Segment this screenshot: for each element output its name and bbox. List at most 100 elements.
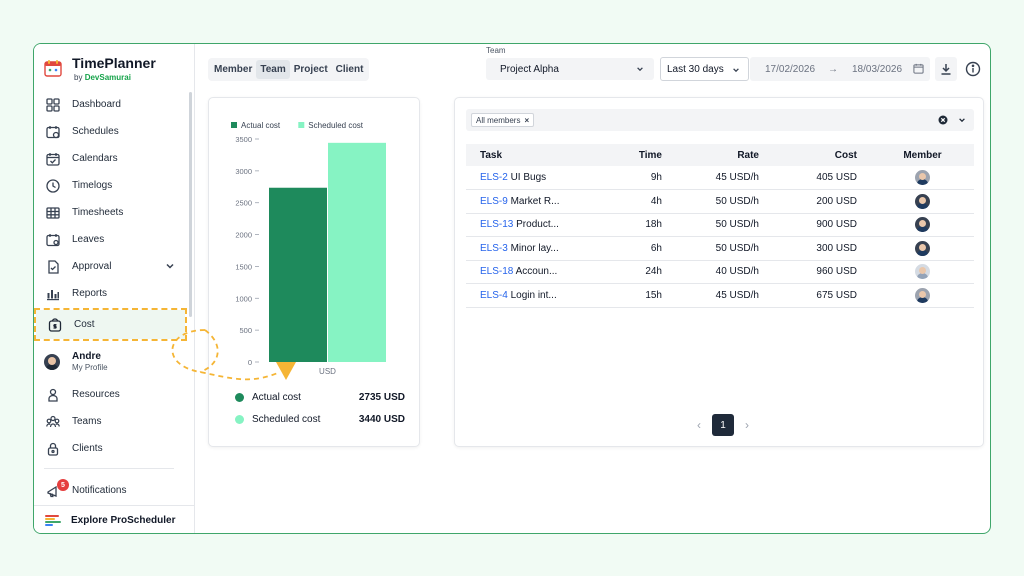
rate-cell: 45 USD/h xyxy=(676,283,773,308)
tab-team[interactable]: Team xyxy=(256,60,290,79)
calendar-icon[interactable] xyxy=(913,63,924,74)
explore-proscheduler-link[interactable]: Explore ProScheduler xyxy=(34,505,194,533)
sidebar-item-calendars[interactable]: Calendars xyxy=(34,145,187,172)
cost-cell: 960 USD xyxy=(773,260,871,284)
notifications-row[interactable]: Notifications xyxy=(34,477,187,504)
sidebar-item-timelogs[interactable]: Timelogs xyxy=(34,172,187,199)
cost-totals: Actual cost 2735 USD Scheduled cost 3440… xyxy=(235,386,405,430)
task-cell[interactable]: ELS-9 Market R... xyxy=(466,189,611,214)
table-row[interactable]: ELS-2 UI Bugs 9h 45 USD/h 405 USD xyxy=(466,166,974,190)
time-cell: 6h xyxy=(611,236,676,261)
member-filter-chip: All members × xyxy=(471,113,535,127)
member-avatar[interactable] xyxy=(915,217,930,233)
sidebar-item-teams[interactable]: Teams xyxy=(34,408,187,435)
tab-project[interactable]: Project xyxy=(293,64,328,75)
sidebar-item-leaves[interactable]: Leaves xyxy=(34,226,187,253)
sidebar-item-cost[interactable]: Cost xyxy=(34,308,187,341)
date-range-picker[interactable]: 17/02/2026 → 18/03/2026 xyxy=(750,57,930,81)
sidebar-item-approval[interactable]: Approval xyxy=(34,253,187,280)
sidebar-item-timesheets[interactable]: Timesheets xyxy=(34,199,187,226)
table-row[interactable]: ELS-3 Minor lay... 6h 50 USD/h 300 USD xyxy=(466,236,974,261)
table-header-row: Task Time Rate Cost Member xyxy=(466,144,974,166)
dashboard-icon xyxy=(46,97,60,112)
task-id-link[interactable]: ELS-2 xyxy=(480,172,508,183)
sidebar-item-label: Approval xyxy=(72,261,112,272)
user-profile[interactable]: Andre My Profile xyxy=(44,351,108,372)
sidebar-item-label: Calendars xyxy=(72,153,118,164)
tab-member[interactable]: Member xyxy=(214,64,253,75)
time-cell: 9h xyxy=(611,166,676,190)
sidebar-item-dashboard[interactable]: Dashboard xyxy=(34,91,187,118)
task-cell[interactable]: ELS-13 Product... xyxy=(466,213,611,237)
prev-page-button[interactable]: ‹ xyxy=(697,418,701,432)
task-id-link[interactable]: ELS-4 xyxy=(480,289,508,301)
task-cell[interactable]: ELS-3 Minor lay... xyxy=(466,236,611,261)
tab-client[interactable]: Client xyxy=(335,64,364,75)
table-row[interactable]: ELS-9 Market R... 4h 50 USD/h 200 USD xyxy=(466,189,974,214)
total-value: 3440 USD xyxy=(358,413,405,425)
member-avatar[interactable] xyxy=(915,287,930,303)
sidebar-item-label: Leaves xyxy=(72,234,105,245)
sidebar-item-label: Cost xyxy=(74,319,95,330)
date-range-value: Last 30 days xyxy=(667,63,724,75)
sidebar-item-schedules[interactable]: Schedules xyxy=(34,118,187,145)
member-avatar[interactable] xyxy=(915,264,930,280)
column-header-member[interactable]: Member xyxy=(903,149,942,161)
total-value: 2735 USD xyxy=(358,391,405,403)
page-number-current[interactable]: 1 xyxy=(712,414,734,436)
sidebar-scrollbar[interactable] xyxy=(189,92,192,317)
total-label: Actual cost xyxy=(252,391,301,403)
grid-icon xyxy=(46,206,60,219)
task-id-link[interactable]: ELS-18 xyxy=(480,266,514,278)
member-filter[interactable]: All members × xyxy=(466,109,974,131)
member-cell xyxy=(871,189,974,214)
column-header-task[interactable]: Task xyxy=(480,149,503,161)
download-button[interactable] xyxy=(935,57,957,81)
date-range-select[interactable]: Last 30 days xyxy=(660,57,749,81)
chevron-down-icon[interactable] xyxy=(958,116,966,124)
next-page-button[interactable]: › xyxy=(745,418,749,432)
resources-icon xyxy=(48,388,58,402)
time-cell: 18h xyxy=(611,213,676,237)
task-cell[interactable]: ELS-4 Login int... xyxy=(466,283,611,308)
task-id-link[interactable]: ELS-13 xyxy=(480,219,514,231)
member-avatar[interactable] xyxy=(915,240,930,256)
y-tick-label-5: 2500 xyxy=(235,199,252,208)
sidebar-item-resources[interactable]: Resources xyxy=(34,381,187,408)
table-row[interactable]: ELS-4 Login int... 15h 45 USD/h 675 USD xyxy=(466,283,974,308)
sidebar-item-reports[interactable]: Reports xyxy=(34,280,187,307)
sidebar-item-label: Timesheets xyxy=(72,207,124,218)
task-id-link[interactable]: ELS-3 xyxy=(480,242,508,254)
table-row[interactable]: ELS-13 Product... 18h 50 USD/h 900 USD xyxy=(466,213,974,237)
task-id-link[interactable]: ELS-9 xyxy=(480,195,508,207)
chip-remove-icon[interactable]: × xyxy=(524,115,530,125)
info-icon[interactable] xyxy=(965,61,981,77)
cost-chart-card: Actual cost Scheduled cost 0 500 1000 1500 200… xyxy=(208,97,420,447)
task-name: Product... xyxy=(516,219,559,231)
chevron-down-icon[interactable] xyxy=(165,261,175,271)
table-row[interactable]: ELS-18 Accoun... 24h 40 USD/h 960 USD xyxy=(466,260,974,284)
bar-actual-cost xyxy=(269,187,327,362)
rate-cell: 45 USD/h xyxy=(676,166,773,190)
sidebar-item-notifications[interactable]: Notifications 5 xyxy=(34,477,187,504)
column-header-rate[interactable]: Rate xyxy=(737,149,759,161)
member-avatar[interactable] xyxy=(915,170,930,185)
x-tick-label-0: USD xyxy=(319,367,336,376)
team-select[interactable]: Project Alpha xyxy=(486,58,654,80)
member-cell xyxy=(871,213,974,237)
sidebar-item-clients[interactable]: Clients xyxy=(34,435,187,462)
task-name: Login int... xyxy=(510,289,557,301)
column-header-time[interactable]: Time xyxy=(638,149,662,161)
clear-circle-icon[interactable] xyxy=(938,115,948,125)
cost-icon xyxy=(48,317,62,332)
sidebar-item-label: Reports xyxy=(72,288,108,299)
brand[interactable]: TimePlanner by DevSamurai xyxy=(44,55,156,82)
time-cell: 15h xyxy=(611,283,676,308)
leaves-icon xyxy=(46,233,60,246)
task-cell[interactable]: ELS-2 UI Bugs xyxy=(466,166,611,190)
cost-table: Task Time Rate Cost Member ELS-2 UI Bugs… xyxy=(466,144,974,308)
column-header-cost[interactable]: Cost xyxy=(834,149,857,161)
member-avatar[interactable] xyxy=(915,193,930,209)
task-name: Minor lay... xyxy=(510,242,559,254)
task-cell[interactable]: ELS-18 Accoun... xyxy=(466,260,611,284)
